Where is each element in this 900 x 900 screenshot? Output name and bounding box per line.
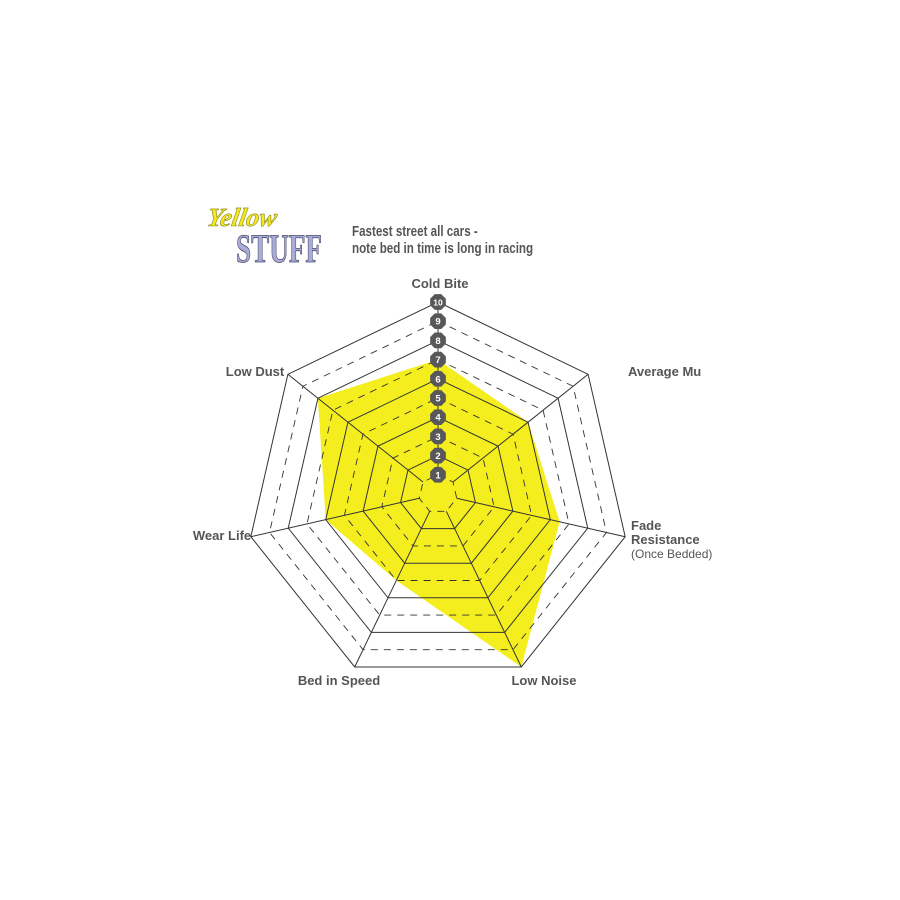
tick-label: 8	[435, 336, 440, 347]
tick-label: 2	[435, 451, 440, 462]
grid-ring-2	[400, 455, 476, 530]
axis-label-fade-resistance: Fade	[631, 518, 661, 533]
tick-label: 6	[435, 374, 440, 385]
axis-label-average-mu: Average Mu	[628, 364, 701, 379]
axis-label-low-dust: Low Dust	[226, 364, 285, 379]
subtitle-line-1: Fastest street all cars -	[352, 224, 478, 240]
axis-sublabel-once-bedded: (Once Bedded)	[631, 547, 712, 561]
grid-ring-9	[269, 320, 607, 651]
tick-label: 3	[435, 432, 440, 443]
tick-badge	[430, 428, 446, 445]
tick-label: 7	[435, 355, 440, 366]
tick-label: 5	[435, 394, 441, 405]
tick-label: 9	[435, 317, 440, 328]
grid-ring-1	[418, 474, 458, 512]
tick-badge	[430, 466, 446, 483]
tick-label: 4	[435, 413, 441, 424]
axis-spoke	[445, 511, 522, 668]
axis-spoke	[250, 497, 420, 538]
grid-ring-7	[306, 359, 570, 616]
tick-badge	[430, 370, 446, 387]
tick-badge	[430, 409, 446, 426]
tick-badge	[430, 294, 446, 310]
tick-badge	[430, 390, 446, 406]
grid-ring-6	[325, 378, 551, 599]
axis-label-fade-resistance: Resistance	[631, 532, 700, 547]
tick-label: 1	[435, 470, 441, 481]
axis-label-low-noise: Low Noise	[511, 673, 576, 688]
tick-label: 10	[433, 298, 443, 308]
logo: Yellow STUFF	[205, 203, 323, 272]
logo-stuff-text: STUFF	[236, 226, 322, 271]
axis-spoke	[456, 497, 626, 538]
grid-ring-8	[287, 339, 589, 633]
grid-ring-3	[381, 435, 495, 547]
subtitle-line-2: note bed in time is long in racing	[352, 241, 534, 257]
tick-badge	[430, 447, 446, 464]
axis-label-wear-life: Wear Life	[193, 528, 251, 543]
logo-yellow-text: Yellow	[205, 203, 280, 232]
axis-spoke	[452, 373, 589, 483]
grid-ring-10	[250, 301, 626, 668]
tick-badge	[430, 313, 446, 330]
axis-label-bed-in-speed: Bed in Speed	[298, 673, 380, 688]
tick-badge	[430, 351, 446, 368]
grid-ring-4	[362, 416, 514, 564]
axis-spoke	[354, 511, 431, 668]
axis-label-cold-bite: Cold Bite	[411, 276, 468, 291]
grid-ring-5	[343, 397, 533, 581]
axis-spoke	[287, 373, 424, 483]
tick-badge	[430, 332, 446, 349]
data-area	[317, 359, 560, 667]
